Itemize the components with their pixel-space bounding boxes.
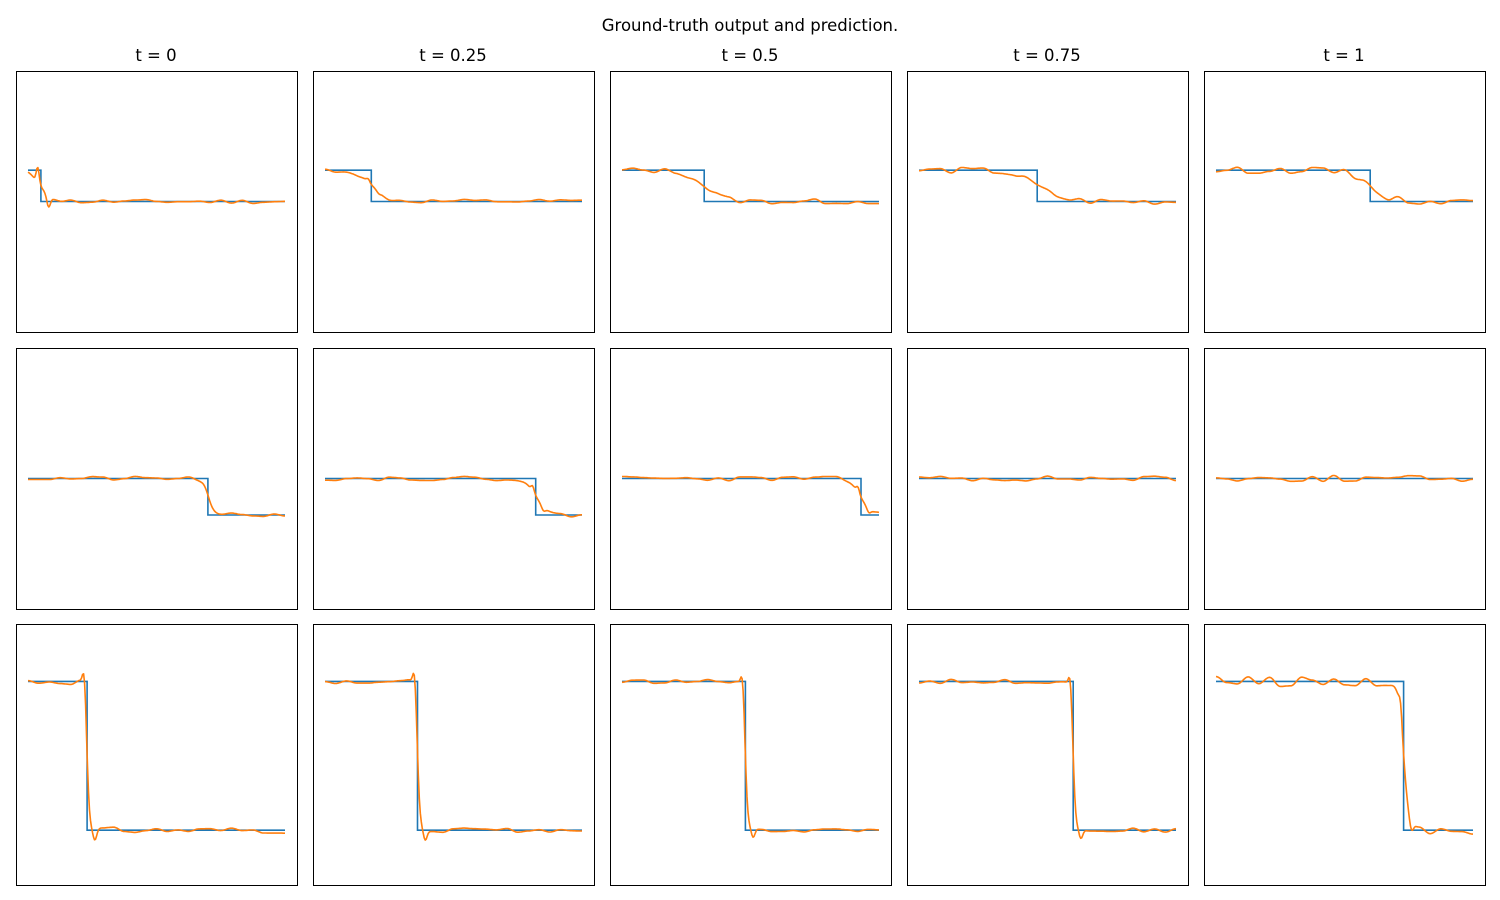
subplot-frame bbox=[16, 624, 298, 886]
prediction-line bbox=[1215, 675, 1473, 835]
prediction-line bbox=[918, 676, 1177, 840]
prediction-line bbox=[621, 676, 879, 838]
prediction-line bbox=[325, 168, 582, 204]
subplot-r2-c3 bbox=[907, 624, 1189, 886]
column-title: t = 1 bbox=[1323, 46, 1364, 65]
subplot-r1-c4 bbox=[1204, 348, 1486, 610]
prediction-line bbox=[1215, 166, 1473, 205]
prediction-line bbox=[325, 672, 582, 841]
ground-truth-line bbox=[325, 169, 582, 203]
subplot-frame bbox=[313, 624, 595, 886]
figure-title: Ground-truth output and prediction. bbox=[602, 16, 899, 35]
subplot-frame bbox=[1204, 624, 1486, 886]
column-title: t = 0.5 bbox=[721, 46, 778, 65]
prediction-line bbox=[27, 166, 285, 208]
subplot-r0-c2 bbox=[610, 71, 892, 333]
prediction-line bbox=[919, 166, 1177, 205]
subplot-r1-c1 bbox=[313, 348, 595, 610]
panels bbox=[16, 71, 1486, 886]
prediction-line bbox=[622, 475, 880, 514]
column-titles: t = 0 t = 0.25 t = 0.5 t = 0.75 t = 1 bbox=[135, 46, 1364, 65]
subplot-r2-c4 bbox=[1204, 624, 1486, 886]
ground-truth-line bbox=[919, 169, 1176, 203]
subplot-frame bbox=[907, 624, 1189, 886]
subplot-r1-c0 bbox=[16, 348, 298, 610]
column-title: t = 0.25 bbox=[419, 46, 487, 65]
prediction-line bbox=[28, 673, 285, 841]
subplot-r2-c2 bbox=[610, 624, 892, 886]
subplot-r2-c1 bbox=[313, 624, 595, 886]
subplot-r0-c1 bbox=[313, 71, 595, 333]
column-title: t = 0 bbox=[135, 46, 176, 65]
subplot-r0-c3 bbox=[907, 71, 1189, 333]
subplot-frame bbox=[610, 624, 892, 886]
subplot-r1-c3 bbox=[907, 348, 1189, 610]
subplot-r2-c0 bbox=[16, 624, 298, 886]
prediction-line bbox=[325, 475, 582, 518]
subplot-r0-c0 bbox=[16, 71, 298, 333]
prediction-line bbox=[1215, 474, 1473, 483]
subplot-r1-c2 bbox=[610, 348, 892, 610]
prediction-line bbox=[622, 167, 879, 205]
subplot-r0-c4 bbox=[1204, 71, 1486, 333]
column-title: t = 0.75 bbox=[1013, 46, 1081, 65]
prediction-line bbox=[919, 475, 1177, 482]
prediction-line bbox=[28, 475, 285, 518]
